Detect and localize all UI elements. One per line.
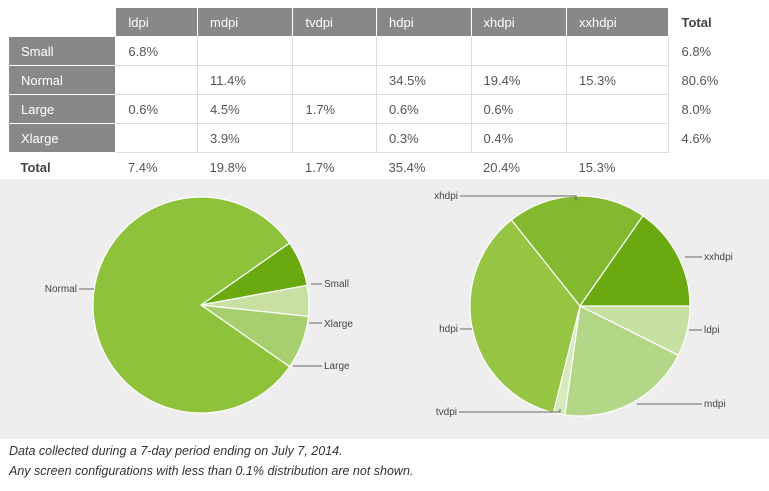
- table-cell: 0.3%: [376, 123, 472, 153]
- table-cell: 4.5%: [196, 94, 294, 124]
- total-column-header: Total: [668, 7, 769, 37]
- distribution-table: ldpi mdpi tvdpi hdpi xhdpi xxhdpi Total …: [7, 7, 769, 182]
- column-header: ldpi: [115, 7, 198, 37]
- pie-label: mdpi: [704, 399, 726, 410]
- table-cell: 0.6%: [470, 94, 568, 124]
- column-total: 35.4%: [376, 152, 472, 181]
- footnote-line: Any screen configurations with less than…: [9, 464, 414, 478]
- charts-panel: Small Normal Xlarge Large xhdpi xxhdpi hdpi ld…: [0, 179, 769, 439]
- screen-size-pie-chart: Small Normal Xlarge Large: [45, 196, 353, 414]
- table-cell: [292, 123, 378, 153]
- column-header: hdpi: [376, 7, 472, 37]
- pie-slice-hdpi: [469, 219, 581, 414]
- footnote-line: Data collected during a 7-day period end…: [9, 444, 343, 458]
- row-total: 80.6%: [681, 72, 719, 88]
- grand-total: [669, 153, 769, 182]
- column-total: 1.7%: [292, 152, 377, 181]
- table-cell: 0.4%: [470, 123, 568, 153]
- table-cell: 19.4%: [470, 65, 568, 95]
- column-header: mdpi: [196, 7, 294, 37]
- table-cell: [292, 36, 378, 66]
- pie-slice-xxhdpi: [578, 214, 691, 307]
- table-cell: [115, 123, 198, 153]
- row-header: Small: [7, 36, 117, 66]
- table-corner: [8, 7, 116, 37]
- pie-label: Small: [324, 279, 349, 290]
- column-header: tvdpi: [292, 7, 378, 37]
- table-cell: [566, 36, 670, 66]
- table-cell: 0.6%: [115, 94, 198, 124]
- leader-line: [460, 195, 577, 201]
- pie-label: hdpi: [439, 324, 458, 335]
- table-cell: 34.5%: [376, 65, 472, 95]
- table-cell: 15.3%: [566, 65, 670, 95]
- column-total: 7.4%: [115, 152, 198, 181]
- table-cell: 11.4%: [196, 65, 294, 95]
- table-cell: [292, 65, 378, 95]
- row-header: Normal: [7, 65, 117, 95]
- column-total: 20.4%: [471, 152, 567, 181]
- table-cell: [566, 123, 670, 153]
- column-header: xxhdpi: [566, 7, 670, 37]
- row-total: 8.0%: [681, 101, 712, 117]
- row-total: 6.8%: [681, 43, 712, 59]
- pie-label: tvdpi: [436, 407, 457, 418]
- table-cell: [470, 36, 568, 66]
- total-row-label: Total: [8, 152, 116, 181]
- column-header: xhdpi: [470, 7, 568, 37]
- table-row: Small 6.8% 6.8%: [7, 36, 769, 66]
- pie-label: xhdpi: [434, 191, 458, 202]
- row-header: Xlarge: [7, 123, 117, 153]
- table-cell: [196, 36, 294, 66]
- row-header: Large: [7, 94, 117, 124]
- leader-line: [459, 409, 561, 413]
- table-cell: 0.6%: [376, 94, 472, 124]
- table-cell: [115, 65, 198, 95]
- column-total: 15.3%: [566, 152, 669, 181]
- table-cell: [376, 36, 472, 66]
- pie-label: Large: [324, 361, 350, 372]
- table-cell: 6.8%: [115, 36, 198, 66]
- total-row: Total 7.4% 19.8% 1.7% 35.4% 20.4% 15.3%: [8, 152, 769, 182]
- pie-slice-xhdpi: [510, 195, 644, 308]
- row-total: 4.6%: [681, 130, 712, 146]
- screen-density-pie-chart: xhdpi xxhdpi hdpi ldpi tvdpi mdpi: [434, 191, 733, 418]
- table-cell: 3.9%: [196, 123, 294, 153]
- pie-slice-mdpi: [564, 305, 680, 417]
- pie-label: xxhdpi: [704, 252, 733, 263]
- footnote: Data collected during a 7-day period end…: [9, 441, 413, 481]
- table-row: Xlarge 3.9% 0.3% 0.4% 4.6%: [7, 123, 769, 153]
- table-row: Normal 11.4% 34.5% 19.4% 15.3% 80.6%: [7, 65, 769, 95]
- pie-label: ldpi: [704, 325, 720, 336]
- pie-slice-normal: [92, 196, 291, 414]
- column-total: 19.8%: [197, 152, 293, 181]
- table-cell: [566, 94, 670, 124]
- table-row: Large 0.6% 4.5% 1.7% 0.6% 0.6% 8.0%: [7, 94, 769, 124]
- pie-label: Xlarge: [324, 319, 353, 330]
- pie-label: Normal: [45, 284, 77, 295]
- table-cell: 1.7%: [292, 94, 378, 124]
